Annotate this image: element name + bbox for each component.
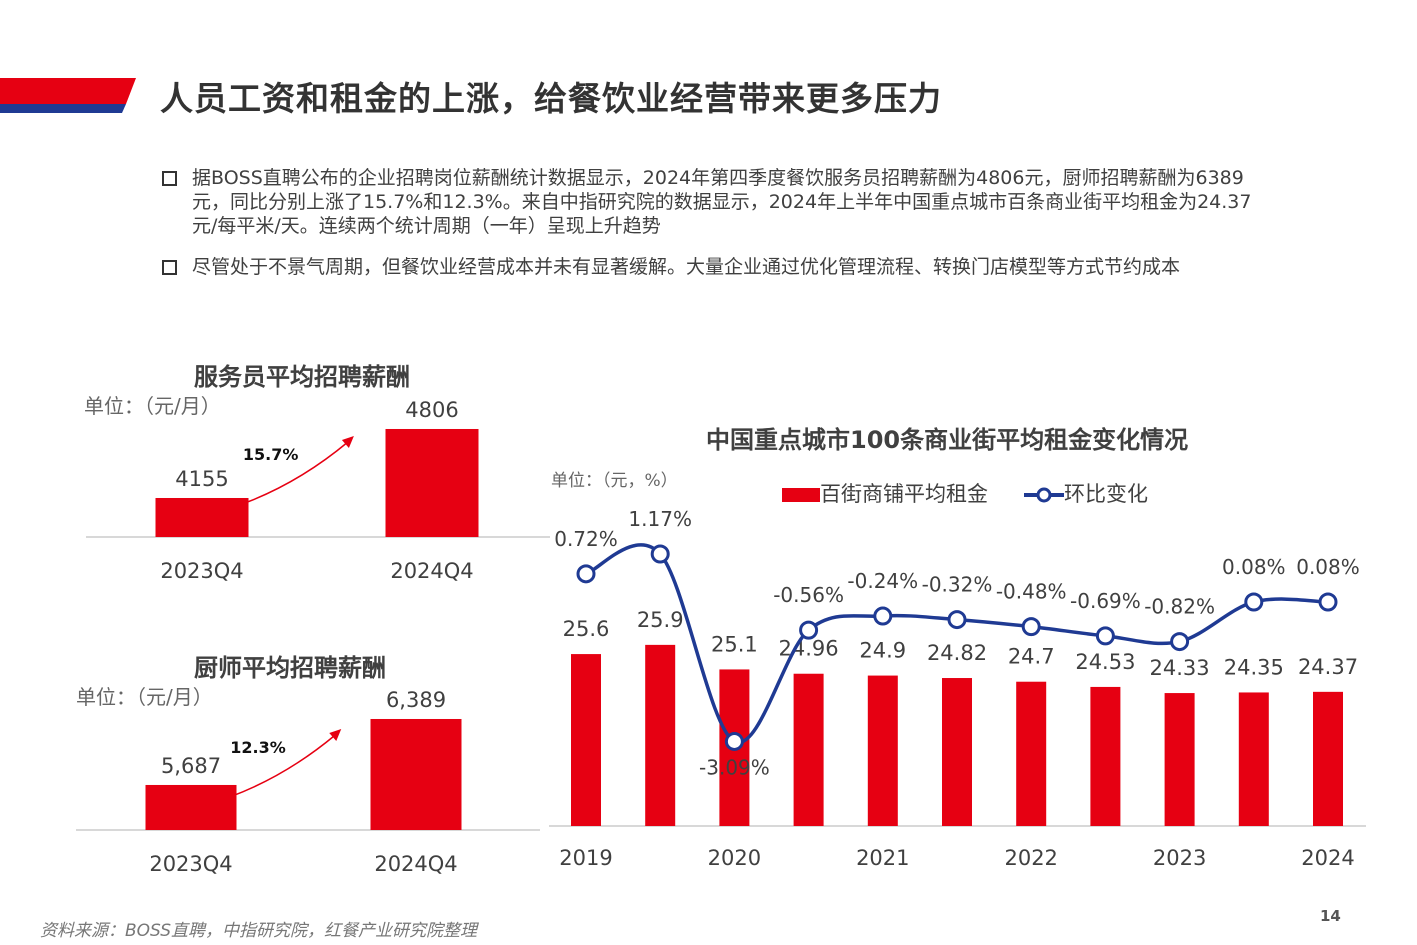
change-label: -0.69% [1070,589,1141,613]
change-point [1318,592,1338,612]
bullet-2: 尽管处于不景气周期，但餐饮业经营成本并未有显著缓解。大量企业通过优化管理流程、转… [160,255,1272,279]
rent-bar-label: 25.1 [711,632,758,656]
change-label: -0.32% [922,573,993,597]
change-label: 0.08% [1222,555,1286,579]
change-point [650,544,670,564]
chart3-title: 中国重点城市100条商业街平均租金变化情况 [706,426,1189,454]
bar-2023Q4 [155,497,249,537]
waiter-salary-chart: 4155 2023Q4 4806 2024Q4 15.7% [86,400,550,583]
x-tick-label: 2020 [708,846,761,870]
bar-2024Q4 [385,428,479,537]
rent-bar [942,678,972,826]
chef-salary-chart: 5,687 2023Q4 6,389 2024Q4 12.3% [76,690,540,876]
rent-bar-label: 24.96 [779,637,839,661]
change-point [799,620,819,640]
bar-2023Q4 [145,784,237,830]
rent-bar [793,673,824,826]
change-label: 1.17% [628,507,692,531]
bar-value-label: 4155 [175,467,228,491]
change-point [1244,592,1264,612]
change-point [1095,626,1115,646]
growth-arrow [217,441,349,513]
rent-bar-label: 24.9 [859,639,906,663]
change-label: -0.48% [996,580,1067,604]
change-label: -0.82% [1144,595,1215,619]
change-point [1021,617,1041,637]
rent-bar-label: 24.53 [1075,650,1135,674]
legend-bar-swatch [782,488,820,502]
change-label: -0.24% [847,569,918,593]
x-tick-label: 2024Q4 [390,559,473,583]
source-note: 资料来源：BOSS直聘，中指研究院，红餐产业研究院整理 [40,921,478,941]
square-bullet-icon [162,260,177,275]
x-tick-label: 2023Q4 [160,559,243,583]
growth-label: 15.7% [243,445,299,464]
chart2-title: 厨师平均招聘薪酬 [194,654,386,682]
legend-line-swatch [1024,487,1064,503]
bar-2024Q4 [370,718,462,830]
rent-bar-label: 24.33 [1150,656,1210,680]
change-point [1170,632,1190,652]
growth-arrowhead [329,729,342,741]
header-accent-bar [0,78,136,113]
rent-bar [867,675,898,826]
growth-arrowhead [341,436,354,448]
x-tick-label: 2024 [1301,846,1354,870]
change-point [873,606,893,626]
rent-bar [1313,691,1343,826]
rent-bar [1016,681,1047,826]
x-tick-label: 2024Q4 [374,852,457,876]
x-tick-label: 2021 [856,846,909,870]
square-bullet-icon [162,171,177,186]
bar-value-label: 6,389 [386,690,446,712]
x-tick-label: 2019 [559,846,612,870]
growth-label: 12.3% [230,738,286,757]
change-point [947,610,967,630]
chart3-unit: 单位：（元，%） [551,471,678,491]
rent-bar [1164,693,1195,826]
rent-bar-label: 25.9 [637,608,684,632]
chart1-unit: 单位：（元/月） [84,394,221,418]
rent-bar-label: 24.37 [1298,655,1358,679]
rent-bar [571,654,601,826]
rent-bar [1238,692,1269,826]
legend-bar: 百街商铺平均租金 [782,478,988,508]
page-number: 14 [1320,907,1341,925]
x-tick-label: 2023Q4 [149,852,232,876]
change-label: -3.09% [699,755,770,779]
rent-bar-label: 24.35 [1224,655,1284,679]
bar-value-label: 4806 [405,400,458,422]
rent-bar-label: 24.7 [1008,645,1055,669]
page-title: 人员工资和租金的上涨，给餐饮业经营带来更多压力 [160,79,942,118]
change-label: 0.72% [554,527,618,551]
bullet-1: 据BOSS直聘公布的企业招聘岗位薪酬统计数据显示，2024年第四季度餐饮服务员招… [160,166,1272,238]
x-tick-label: 2022 [1004,846,1057,870]
change-point [576,564,596,584]
x-tick-label: 2023 [1153,846,1206,870]
change-point [724,731,744,751]
legend-line: 环比变化 [1024,478,1148,508]
change-line [585,543,1329,745]
chart1-title: 服务员平均招聘薪酬 [194,363,410,391]
rent-bar [1090,686,1121,826]
chart2-unit: 单位：（元/月） [76,685,213,709]
rent-bar-label: 25.6 [563,617,610,641]
growth-arrow [205,734,336,806]
bar-value-label: 5,687 [161,754,221,778]
rent-bar-label: 24.82 [927,641,987,665]
rent-bar [645,644,676,826]
change-label: -0.56% [773,583,844,607]
change-label: 0.08% [1296,555,1360,579]
